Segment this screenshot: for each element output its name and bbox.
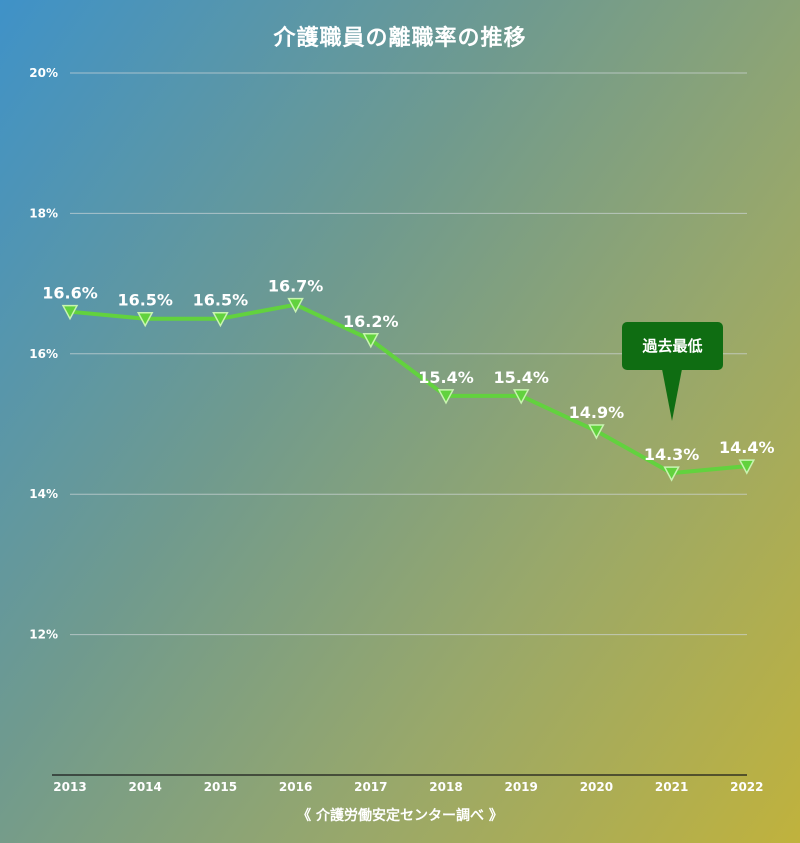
data-label: 14.4% (719, 438, 775, 457)
data-label: 16.2% (343, 312, 399, 331)
data-point-marker (663, 466, 680, 482)
y-tick-label: 16% (29, 347, 58, 361)
callout-pointer (662, 369, 682, 421)
data-label: 16.7% (268, 277, 324, 296)
data-point-marker (738, 459, 756, 475)
x-tick-label: 2021 (655, 780, 688, 794)
y-tick-label: 18% (29, 206, 58, 220)
data-label: 14.3% (644, 445, 700, 464)
data-label: 16.5% (117, 291, 173, 310)
line-layer (68, 302, 749, 476)
data-point-marker (287, 297, 304, 314)
axis-layer: 20% 18% 16% 14% 12% 2013 2014 2015 2016 2017 2018 2… (29, 66, 763, 794)
data-label: 15.4% (493, 368, 549, 387)
x-tick-label: 2016 (279, 780, 312, 794)
x-tick-label: 2022 (730, 780, 763, 794)
source-note: 《 介護労働安定センター調べ 》 (297, 808, 503, 824)
data-label: 16.6% (42, 284, 98, 303)
data-point-marker (212, 311, 229, 328)
x-tick-label: 2015 (204, 780, 237, 794)
x-tick-label: 2013 (53, 780, 86, 794)
x-tick-label: 2017 (354, 780, 387, 794)
x-tick-label: 2018 (429, 780, 462, 794)
series-line (68, 302, 749, 476)
data-point-marker (588, 424, 605, 440)
data-point-marker (512, 389, 530, 405)
data-label: 15.4% (418, 368, 474, 387)
x-tick-label: 2014 (128, 780, 161, 794)
x-tick-label: 2020 (580, 780, 613, 794)
x-tick-label: 2019 (504, 780, 537, 794)
data-point-marker (136, 311, 154, 328)
chart-title: 介護職員の離職率の推移 (273, 26, 527, 51)
data-label: 16.5% (193, 291, 249, 310)
y-tick-label: 12% (29, 628, 58, 642)
data-label: 14.9% (569, 403, 625, 422)
lowest-callout: 過去最低 (622, 322, 723, 370)
y-tick-label: 20% (29, 66, 58, 80)
marker-layer (61, 297, 756, 482)
data-point-marker (437, 389, 455, 405)
label-layer: 16.6% 16.5% 16.5% 16.7% 16.2% 15.4% 15.4% 14.9%… (42, 277, 774, 464)
data-point-marker (61, 304, 79, 321)
y-tick-label: 14% (29, 487, 58, 501)
data-point-marker (362, 333, 380, 349)
